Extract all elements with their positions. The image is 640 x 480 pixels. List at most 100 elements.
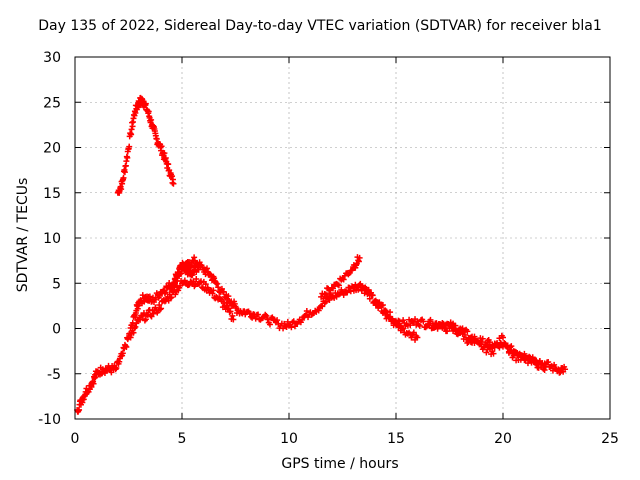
data-point [340,276,347,283]
data-point [202,281,209,288]
data-point [165,161,172,168]
data-point [440,320,447,327]
data-point [551,361,558,368]
data-point [539,360,546,367]
data-point [466,335,473,342]
data-point [490,350,497,357]
data-point [447,322,454,329]
x-tick-label: 0 [71,431,80,447]
data-point [491,344,498,351]
data-point [246,310,253,317]
data-point [507,347,514,354]
data-point [158,143,165,150]
data-point [326,290,333,297]
data-point [264,316,271,323]
data-point [319,303,326,310]
x-tick-label: 5 [178,431,187,447]
data-point [305,314,312,321]
data-point [118,186,125,193]
data-point [133,320,140,327]
data-point [303,308,310,315]
data-point [480,344,487,351]
data-point [529,355,536,362]
data-point [414,334,421,341]
data-point [326,296,333,303]
data-point [508,347,515,354]
data-point [172,276,179,283]
x-tick-label: 25 [601,431,619,447]
data-point [541,367,548,374]
data-point [108,369,115,376]
data-point [334,281,341,288]
data-point [119,350,126,357]
data-point [400,325,407,332]
data-point [501,340,508,347]
data-point [322,298,329,305]
data-point [379,302,386,309]
data-point [482,341,489,348]
data-point [156,301,163,308]
data-point [210,287,217,294]
chart-title: Day 135 of 2022, Sidereal Day-to-day VTE… [38,18,602,34]
data-point [383,308,390,315]
data-point [150,310,157,317]
data-point [322,291,329,298]
data-point [396,318,403,325]
data-point [503,343,510,350]
data-point [562,366,569,373]
x-tick-label: 20 [494,431,512,447]
data-point [120,174,127,181]
data-point [123,344,130,351]
data-point [516,351,523,358]
y-tick-label: 20 [43,141,61,157]
data-point [193,276,200,283]
data-point [274,317,281,324]
data-point [227,308,234,315]
data-point [365,286,372,293]
data-point [375,304,382,311]
data-point [288,324,295,331]
data-point [255,311,262,318]
data-point [461,331,468,338]
data-point [132,323,139,330]
data-point [495,343,502,350]
data-point [167,295,174,302]
data-point [209,290,216,297]
data-point [128,126,135,133]
data-point [387,309,394,316]
data-point [127,334,134,341]
data-point [395,317,402,324]
data-point [181,277,188,284]
data-points [74,94,569,415]
data-point [215,284,222,291]
data-point [439,319,446,326]
data-point [121,169,128,176]
data-point [162,289,169,296]
data-point [249,314,256,321]
data-point [344,289,351,296]
data-point [229,312,236,319]
data-point [315,307,322,314]
data-point [263,312,270,319]
data-point [408,334,415,341]
data-point [124,154,131,161]
data-point [90,380,97,387]
data-point [161,150,168,157]
data-point [545,359,552,366]
data-point [299,316,306,323]
data-point [214,280,221,287]
data-point [520,353,527,360]
data-point [369,291,376,298]
data-point [134,305,141,312]
data-point [356,254,363,261]
y-tick-label: -5 [47,367,61,383]
x-tick-label: 15 [387,431,405,447]
x-axis-label: GPS time / hours [281,456,399,472]
y-tick-label: 5 [52,276,61,292]
data-point [329,285,336,292]
data-point [196,262,203,269]
data-point [420,318,427,325]
data-point [262,311,269,318]
data-point [113,365,120,372]
data-point [500,334,506,341]
